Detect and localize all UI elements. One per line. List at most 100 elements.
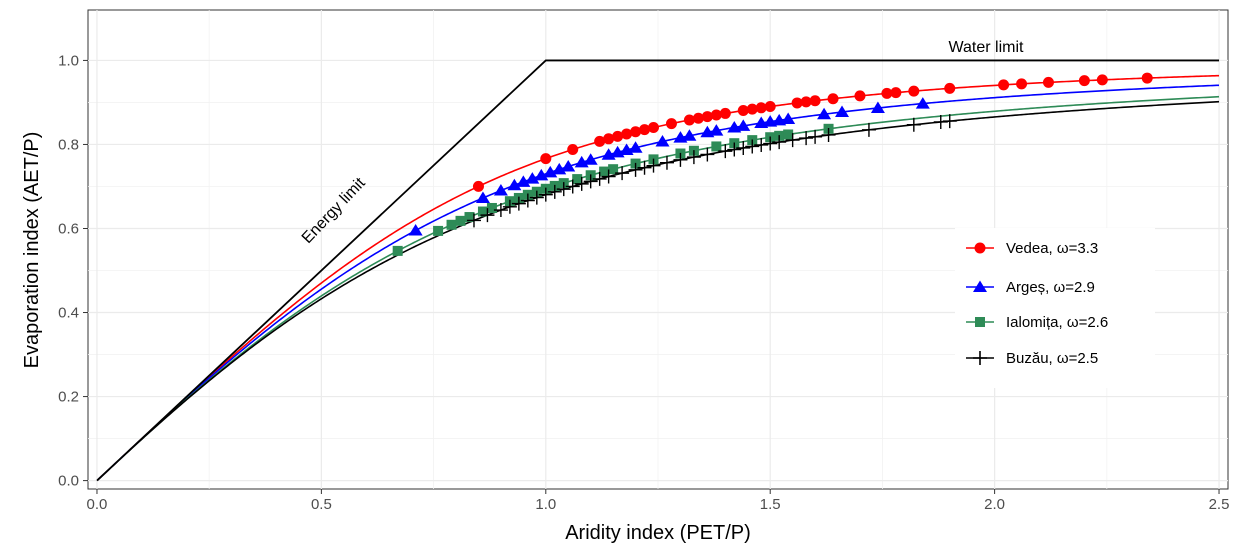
data-point-arges <box>655 134 670 147</box>
data-point-arges <box>475 191 490 203</box>
data-point-buzau <box>615 166 630 181</box>
data-point-ialomita <box>392 245 403 256</box>
x-axis-title: Aridity index (PET/P) <box>565 522 751 544</box>
y-tick-label: 0.8 <box>58 136 79 153</box>
data-point-ialomita <box>599 166 610 177</box>
data-point-ialomita <box>608 164 619 175</box>
data-point-buzau <box>906 117 921 132</box>
x-tick-label: 2.0 <box>984 496 1005 513</box>
data-point-buzau <box>799 131 814 146</box>
data-point-buzau <box>502 199 517 214</box>
data-point-arges <box>525 172 540 184</box>
data-point-buzau <box>565 179 580 194</box>
data-point-vedea <box>710 109 722 121</box>
y-tick-label: 0.0 <box>58 473 79 490</box>
data-point-vedea <box>746 103 758 115</box>
data-point-arges <box>781 112 796 125</box>
data-point-vedea <box>800 96 812 108</box>
data-point-buzau <box>646 158 661 173</box>
data-point-vedea <box>881 87 893 99</box>
data-point-buzau <box>785 133 800 148</box>
data-point-arges <box>870 101 885 114</box>
legend-background <box>955 228 1155 388</box>
legend-marker-arges <box>973 280 987 292</box>
data-point-vedea <box>621 128 633 140</box>
legend-item: Argeș, ω=2.9 <box>966 279 1095 296</box>
data-point-buzau <box>574 176 589 191</box>
data-point-buzau <box>547 184 562 199</box>
data-point-buzau <box>763 136 778 151</box>
legend: Vedea, ω=3.3 Argeș, ω=2.9 Ialomița, ω=2.… <box>955 228 1155 388</box>
data-point-arges <box>835 105 850 118</box>
data-point-buzau <box>686 150 701 165</box>
data-point-vedea <box>1042 76 1054 88</box>
data-point-vedea <box>719 107 731 119</box>
legend-marker-ialomita <box>975 317 985 327</box>
data-point-vedea <box>998 79 1010 91</box>
data-point-vedea <box>1078 75 1090 87</box>
legend-marker-vedea <box>974 242 986 254</box>
data-point-vedea <box>683 114 695 126</box>
data-point-arges <box>408 223 423 236</box>
y-tick-label: 0.6 <box>58 220 79 237</box>
legend-label-buzau: Buzău, ω=2.5 <box>1006 350 1098 367</box>
data-point-arges <box>709 124 724 136</box>
data-point-buzau <box>772 135 787 150</box>
data-point-vedea <box>755 102 767 114</box>
data-point-vedea <box>692 112 704 124</box>
limit-lines <box>96 59 1220 482</box>
legend-item: Ialomița, ω=2.6 <box>966 314 1108 331</box>
x-tick-label: 2.5 <box>1209 496 1230 513</box>
y-axis-title: Evaporation index (AET/P) <box>21 132 43 369</box>
data-point-buzau <box>493 203 508 218</box>
data-point-buzau <box>808 129 823 144</box>
legend-item: Vedea, ω=3.3 <box>966 240 1098 257</box>
data-point-vedea <box>944 82 956 94</box>
data-point-arges <box>543 165 558 178</box>
data-point-ialomita <box>446 219 457 230</box>
data-point-buzau <box>520 193 535 208</box>
data-point-buzau <box>727 142 742 157</box>
data-point-vedea <box>639 124 651 136</box>
data-point-arges <box>516 175 531 187</box>
data-point-vedea <box>827 93 839 105</box>
data-point-vedea <box>854 90 866 102</box>
data-point-arges <box>583 153 598 165</box>
legend-item: Buzău, ω=2.5 <box>966 350 1098 367</box>
data-point-vedea <box>1141 72 1153 84</box>
data-point-ialomita <box>783 129 794 140</box>
data-point-arges <box>736 119 751 131</box>
data-point-buzau <box>718 144 733 159</box>
x-tick-label: 1.0 <box>535 496 556 513</box>
data-point-buzau <box>592 171 607 186</box>
data-point-arges <box>915 97 930 109</box>
data-point-vedea <box>472 180 484 192</box>
data-point-vedea <box>890 87 902 99</box>
data-point-buzau <box>583 174 598 189</box>
data-point-vedea <box>594 135 606 147</box>
data-point-buzau <box>511 196 526 211</box>
data-point-buzau <box>673 152 688 167</box>
data-point-buzau <box>942 114 957 129</box>
legend-label-arges: Argeș, ω=2.9 <box>1006 279 1095 296</box>
data-point-vedea <box>737 105 749 117</box>
data-point-arges <box>507 178 522 191</box>
data-point-vedea <box>567 143 579 155</box>
data-point-vedea <box>1016 78 1028 90</box>
data-point-vedea <box>612 130 624 142</box>
legend-label-ialomita: Ialomița, ω=2.6 <box>1006 314 1108 331</box>
data-point-buzau <box>556 182 571 197</box>
data-points <box>392 72 1153 256</box>
data-point-arges <box>817 107 832 120</box>
y-tick-label: 0.4 <box>58 305 79 322</box>
data-point-arges <box>493 184 508 196</box>
data-point-ialomita <box>433 225 444 236</box>
data-point-vedea <box>809 95 821 107</box>
data-point-buzau <box>480 208 495 223</box>
data-point-ialomita <box>477 206 488 217</box>
x-tick-label: 0.5 <box>311 496 332 513</box>
data-point-buzau <box>754 137 769 152</box>
data-point-vedea <box>791 97 803 109</box>
data-point-buzau <box>637 160 652 175</box>
